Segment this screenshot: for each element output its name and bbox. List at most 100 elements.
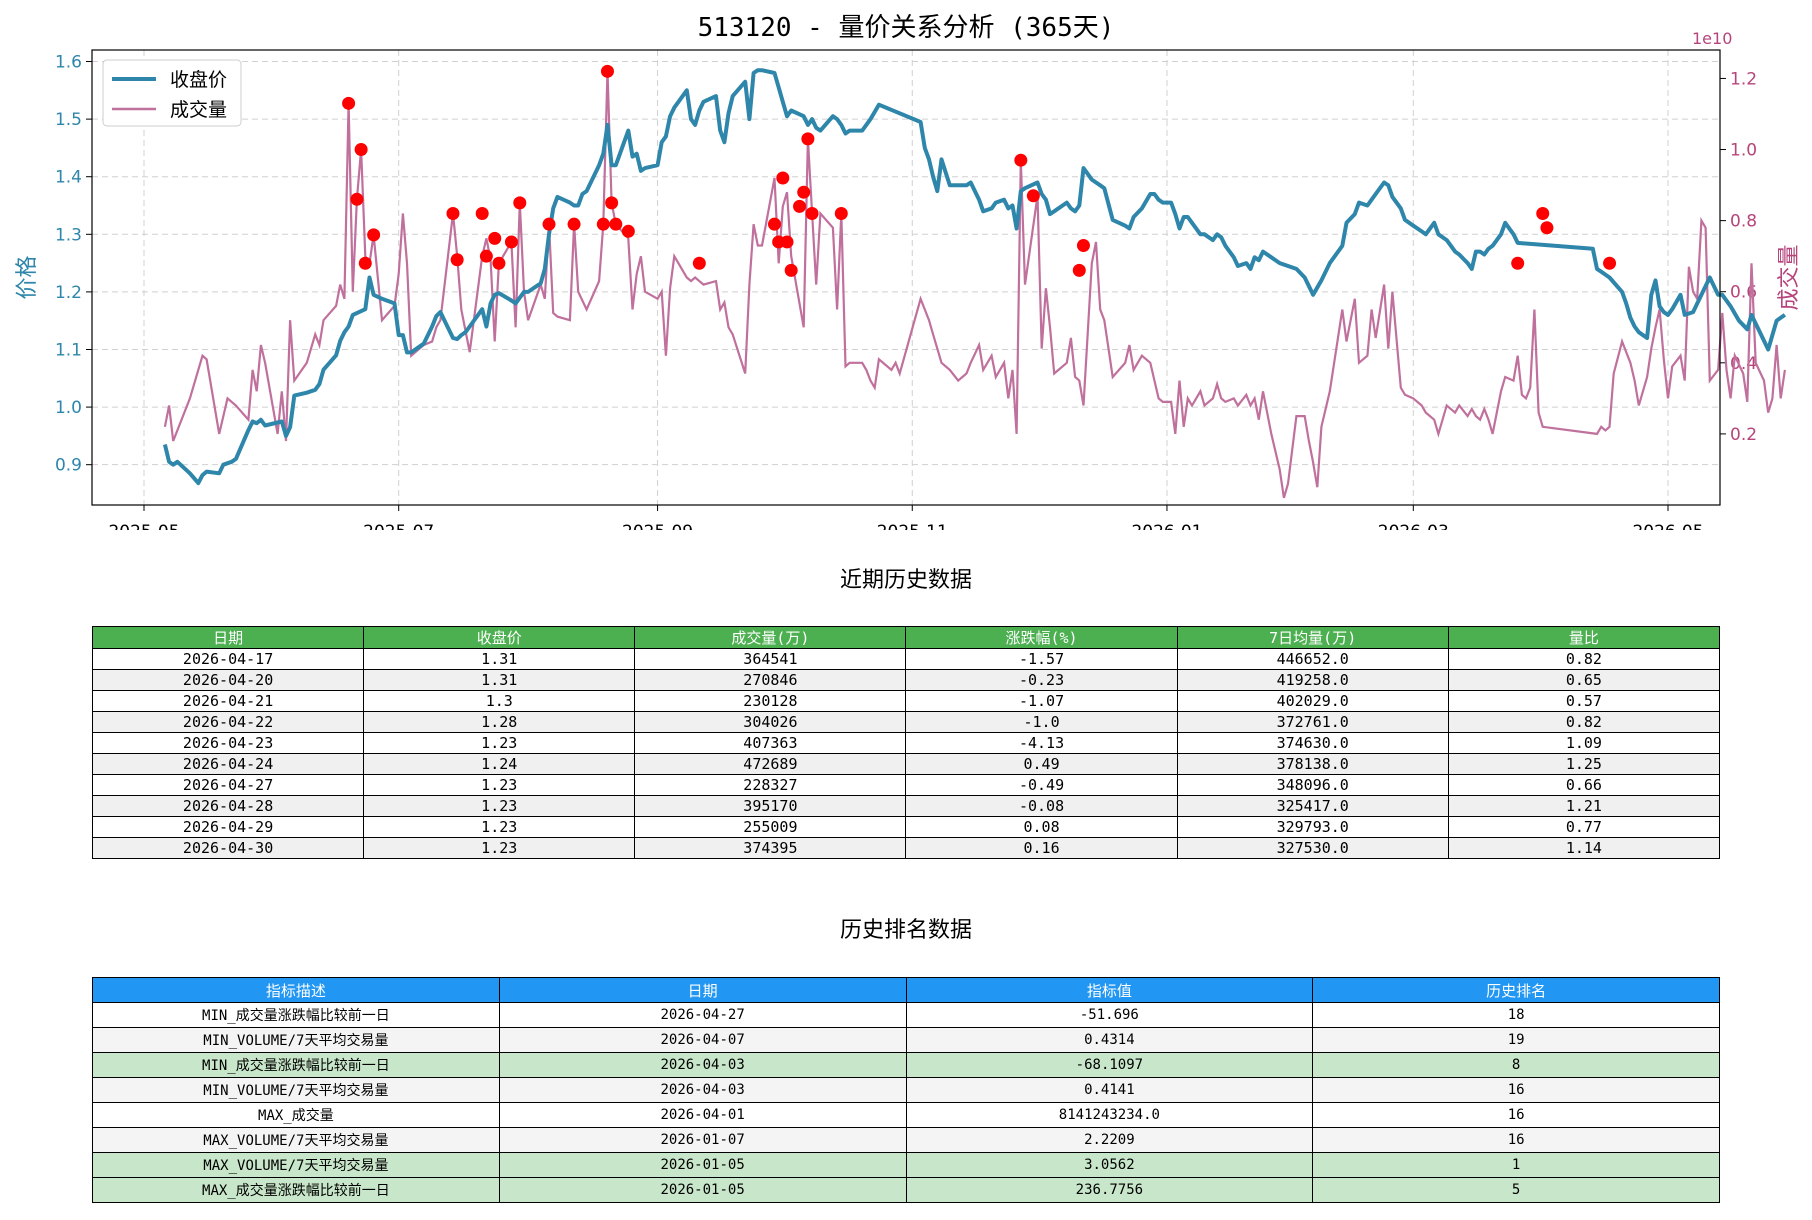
table-cell: 407363 [634, 732, 907, 754]
recent-section-title: 近期历史数据 [839, 568, 972, 593]
table-row: 2026-04-28 1.23 395170 -0.08 325417.0 1.21 [91, 795, 1721, 817]
table-cell: 255009 [634, 816, 907, 838]
table-cell: 2026-04-20 [91, 669, 365, 691]
price-line [162, 68, 1787, 486]
table-row: 2026-04-29 1.23 255009 0.08 329793.0 0.77 [91, 816, 1721, 838]
table-cell: 0.65 [1447, 669, 1721, 691]
column-header: 指标描述 [92, 977, 500, 1003]
table-cell: 2026-04-03 [498, 1052, 907, 1078]
table-cell: 0.82 [1447, 648, 1721, 670]
left-tick-label: 1.3 [55, 225, 82, 245]
table-cell: 1.31 [363, 669, 636, 691]
left-axis-label: 价格 [15, 255, 40, 299]
column-header: 量比 [1447, 626, 1721, 649]
table-cell: -1.57 [905, 648, 1178, 670]
right-tick-label: 0.8 [1730, 212, 1757, 232]
table-cell: 3.0562 [905, 1152, 1314, 1178]
volume-spike-marker [450, 253, 464, 267]
table-cell: 0.16 [905, 837, 1178, 859]
right-axis-label: 成交量 [1777, 244, 1802, 310]
column-header: 历史排名 [1312, 977, 1720, 1003]
table-row: 2026-04-17 1.31 364541 -1.57 446652.0 0.82 [91, 648, 1721, 670]
table-row: MIN_VOLUME/7天平均交易量 2026-04-03 0.4141 16 [92, 1077, 1720, 1103]
table-cell: 270846 [634, 669, 907, 691]
table-cell: 2026-01-07 [498, 1127, 907, 1153]
column-header: 收盘价 [363, 626, 636, 649]
volume-spike-marker [605, 196, 619, 210]
column-header: 日期 [498, 977, 907, 1003]
history-rank-table: 指标描述 日期 指标值 历史排名 MIN_成交量涨跌幅比较前一日 2026-04-27-… [92, 977, 1720, 1203]
column-header: 7日均量(万) [1176, 626, 1449, 649]
table-row: MIN_成交量涨跌幅比较前一日 2026-04-27 -51.696 18 [92, 1002, 1720, 1028]
table-cell: 0.08 [905, 816, 1178, 838]
volume-spike-marker [354, 143, 368, 157]
table-cell: -68.1097 [905, 1052, 1314, 1078]
x-tick-label: 2025-09 [622, 522, 693, 530]
table-cell: 2026-04-30 [91, 837, 365, 859]
table-cell: 2026-04-22 [91, 711, 365, 733]
table-cell: 378138.0 [1176, 753, 1449, 775]
left-tick-label: 1.6 [55, 53, 82, 73]
table-cell: 16 [1312, 1127, 1720, 1153]
table-cell: 1.23 [363, 816, 636, 838]
volume-spike-marker [567, 217, 581, 231]
volume-spike-marker [1536, 207, 1550, 221]
volume-spike-marker [475, 207, 489, 221]
volume-spike-marker [504, 235, 518, 249]
right-tick-label: 1.0 [1730, 141, 1757, 161]
table-cell: 1.14 [1447, 837, 1721, 859]
volume-spike-marker [342, 96, 356, 110]
volume-spike-marker [776, 171, 790, 185]
volume-spike-marker [367, 228, 381, 242]
table-cell: 1.23 [363, 774, 636, 796]
table-cell: 2026-04-23 [91, 732, 365, 754]
table-cell: MIN_成交量涨跌幅比较前一日 [92, 1002, 500, 1028]
table-row: MAX_VOLUME/7天平均交易量 2026-01-05 3.0562 1 [92, 1152, 1720, 1178]
right-axis-offset: 1e10 [1692, 29, 1732, 48]
table-row: MIN_VOLUME/7天平均交易量 2026-04-07 0.4314 19 [92, 1027, 1720, 1053]
table-cell: 1.3 [363, 690, 636, 712]
table-row: MAX_成交量 2026-04-01 8141243234.0 16 [92, 1102, 1720, 1128]
x-tick-label: 2025-05 [108, 522, 179, 530]
left-tick-label: 1.2 [55, 283, 82, 303]
volume-spike-marker [834, 207, 848, 221]
table-cell: -0.08 [905, 795, 1178, 817]
table-cell: -0.49 [905, 774, 1178, 796]
volume-spike-marker [358, 256, 372, 270]
table-cell: 1.24 [363, 753, 636, 775]
table-row: 2026-04-21 1.3 230128 -1.07 402029.0 0.57 [91, 690, 1721, 712]
table-cell: MAX_成交量 [92, 1102, 500, 1128]
table-cell: 419258.0 [1176, 669, 1449, 691]
volume-spike-marker [350, 192, 364, 206]
table-row: MAX_VOLUME/7天平均交易量 2026-01-07 2.2209 16 [92, 1127, 1720, 1153]
table-cell: 1.23 [363, 795, 636, 817]
left-tick-label: 0.9 [55, 456, 82, 476]
table-cell: 0.66 [1447, 774, 1721, 796]
table-cell: 2026-04-29 [91, 816, 365, 838]
table-header-row: 指标描述 日期 指标值 历史排名 [92, 977, 1720, 1003]
volume-spike-marker [1076, 239, 1090, 253]
table-row: MIN_成交量涨跌幅比较前一日 2026-04-03 -68.1097 8 [92, 1052, 1720, 1078]
table-cell: 374395 [634, 837, 907, 859]
table-cell: -1.07 [905, 690, 1178, 712]
table-cell: 325417.0 [1176, 795, 1449, 817]
table-header-row: 日期 收盘价 成交量(万) 涨跌幅(%) 7日均量(万) 量比 [91, 626, 1721, 649]
table-cell: MAX_VOLUME/7天平均交易量 [92, 1152, 500, 1178]
table-cell: 1 [1312, 1152, 1720, 1178]
table-cell: -1.0 [905, 711, 1178, 733]
table-cell: 402029.0 [1176, 690, 1449, 712]
table-cell: 1.25 [1447, 753, 1721, 775]
x-tick-label: 2025-11 [877, 522, 948, 530]
column-header: 指标值 [905, 977, 1314, 1003]
table-cell: 348096.0 [1176, 774, 1449, 796]
table-cell: 1.21 [1447, 795, 1721, 817]
table-cell: 0.4141 [905, 1077, 1314, 1103]
volume-spike-marker [488, 231, 502, 245]
table-cell: MIN_VOLUME/7天平均交易量 [92, 1027, 500, 1053]
table-cell: 446652.0 [1176, 648, 1449, 670]
table-cell: 1.23 [363, 837, 636, 859]
table-cell: 329793.0 [1176, 816, 1449, 838]
table-cell: 2026-04-07 [498, 1027, 907, 1053]
volume-spike-marker [784, 263, 798, 277]
volume-spike-marker [1026, 189, 1040, 203]
